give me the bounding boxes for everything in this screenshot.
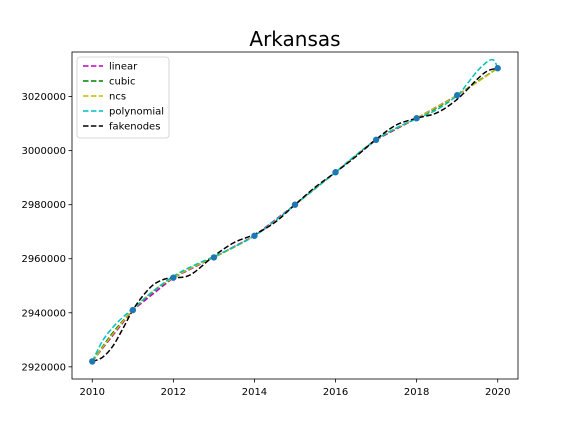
series-line-linear (91, 67, 499, 362)
x-axis: 2010 2012 2014 2016 2018 2020 (80, 379, 510, 398)
data-point (453, 92, 461, 99)
data-point (89, 358, 96, 365)
legend-label-cubic: cubic (109, 77, 135, 88)
data-point (170, 274, 177, 281)
chart-title: Arkansas (249, 27, 340, 51)
y-tick-label: 3000000 (21, 146, 66, 157)
data-point (129, 306, 137, 314)
y-axis: 2920000 2940000 2960000 2980000 3000000 30200… (21, 92, 72, 373)
data-point (372, 136, 380, 144)
x-tick-label: 2014 (242, 387, 267, 398)
data-point (251, 232, 258, 239)
legend-label-polynomial: polynomial (109, 107, 164, 118)
y-tick-label: 2940000 (21, 308, 66, 319)
points-layer (89, 65, 501, 365)
data-point (291, 201, 299, 208)
data-point (210, 254, 218, 261)
x-tick-label: 2018 (404, 387, 429, 398)
legend-label-linear: linear (109, 62, 138, 73)
legend-box (76, 56, 170, 139)
x-tick-label: 2020 (485, 387, 510, 398)
x-tick-label: 2012 (161, 387, 186, 398)
legend: linear cubic ncs polynomial fakenodes (76, 56, 170, 139)
data-point (332, 169, 339, 176)
x-tick-label: 2010 (80, 387, 105, 398)
y-tick-label: 2920000 (21, 362, 66, 373)
plot-frame (71, 51, 519, 380)
data-point (413, 115, 420, 122)
y-tick-label: 3020000 (21, 92, 66, 103)
y-tick-label: 2980000 (21, 200, 66, 211)
x-tick-label: 2016 (323, 387, 348, 398)
data-point (494, 65, 501, 72)
legend-label-fakenodes: fakenodes (109, 122, 160, 133)
y-tick-label: 2960000 (21, 254, 66, 265)
legend-label-ncs: ncs (109, 92, 126, 103)
